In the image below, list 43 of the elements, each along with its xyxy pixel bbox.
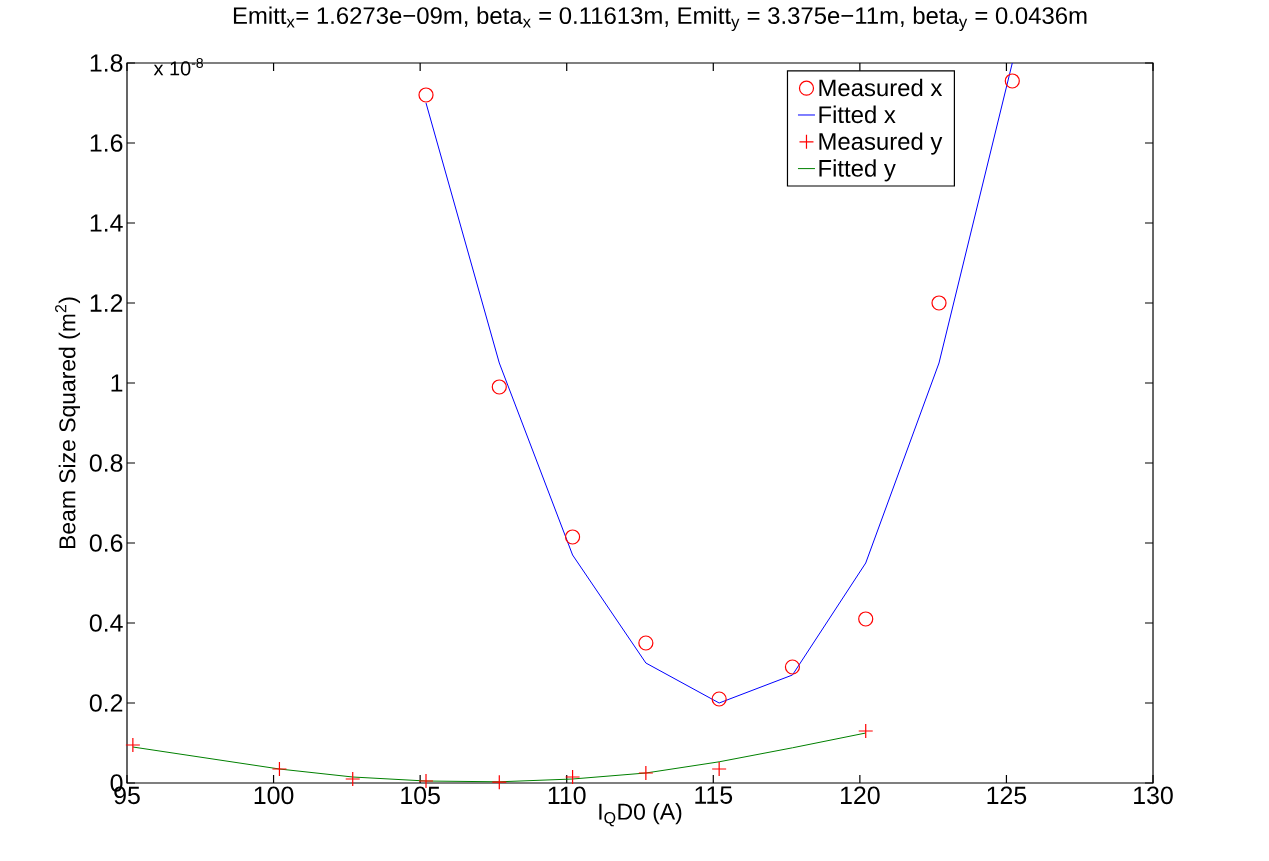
point (784, 659, 801, 675)
point (638, 765, 654, 781)
point (858, 723, 874, 739)
x-tick-label: 125 (987, 786, 1027, 805)
x-tick-label: 100 (254, 786, 294, 805)
point (638, 635, 654, 651)
point (491, 379, 507, 395)
legend-label: Measured x (819, 78, 943, 97)
point (711, 761, 727, 777)
x-tick-label: 115 (695, 786, 733, 804)
point (931, 295, 947, 311)
y-tick-label: 1 (111, 374, 123, 392)
y-tick-label: 1.6 (90, 134, 123, 152)
y-tick-label: 1.4 (90, 214, 123, 232)
legend-label: Fitted y (819, 159, 896, 182)
y-tick-label: 0.4 (89, 614, 123, 632)
point (418, 87, 434, 103)
line-series (132, 732, 867, 783)
y-tick-label: 1.8 (90, 54, 123, 72)
chart-title: Emitt$_{x}$= 1.6273e−09m, beta$_{x}$ = 0.11613m, Emitt$_{y}$ = 3.375e−11m, beta$_{y}$ = 0.0436m (233, 6, 1087, 32)
point (345, 771, 361, 787)
x-axis-title: I$_{Q}$D0 (A) (599, 802, 682, 827)
legend-label: Fitted x (819, 105, 896, 124)
y-tick-label: 0.6 (89, 534, 123, 552)
y-tick-label: 0.2 (89, 694, 123, 712)
x-tick-label: 120 (840, 786, 880, 805)
annotation: x 10$^{-8}$ (153, 58, 203, 76)
point (491, 774, 507, 790)
point (1004, 73, 1020, 89)
y-tick-label: 0.8 (89, 454, 123, 472)
legend-label: Measured y (819, 132, 943, 155)
y-axis-title: Beam Size Squared (m$^{2}$) (55, 297, 81, 549)
point (858, 611, 874, 627)
point (271, 761, 288, 777)
x-tick-label: 110 (548, 786, 586, 805)
point (125, 737, 141, 753)
point (564, 529, 581, 545)
point (564, 769, 581, 785)
x-tick-label: 130 (1134, 786, 1173, 805)
line-series (425, 62, 1013, 704)
point (711, 691, 727, 707)
x-tick-label: 105 (401, 786, 440, 805)
y-tick-label: 1.2 (90, 294, 123, 312)
